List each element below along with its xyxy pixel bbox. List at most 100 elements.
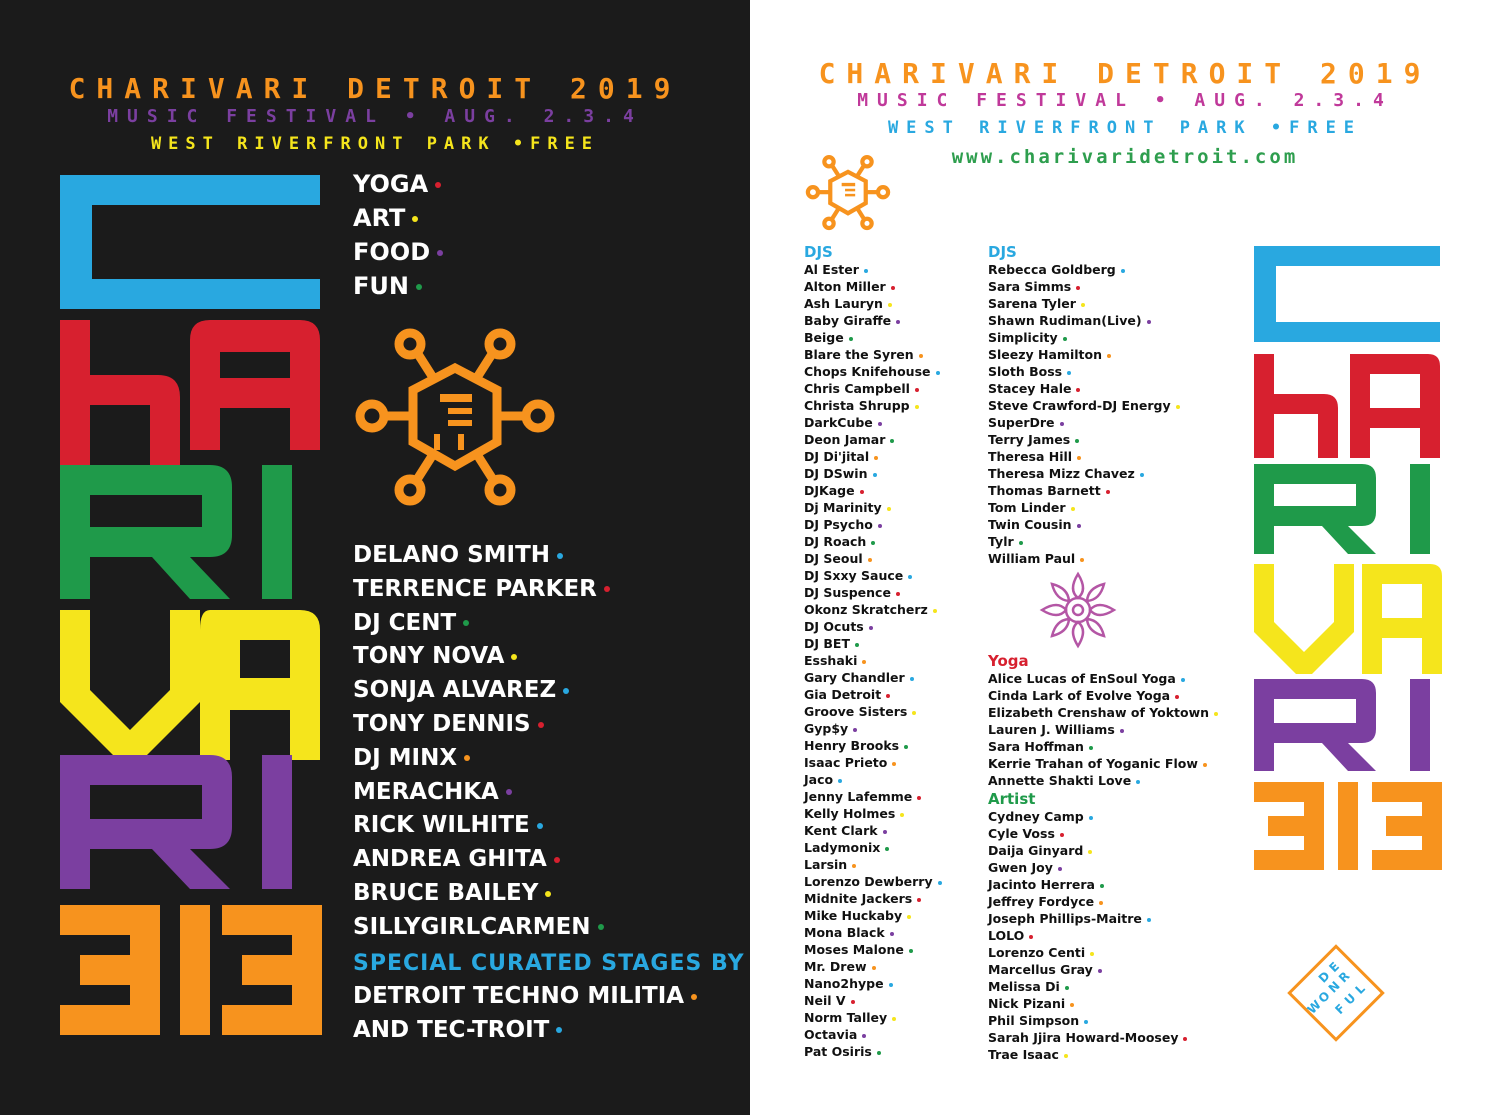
lineup-item-label: DJ BET xyxy=(804,636,850,651)
lineup-item-label: Gia Detroit xyxy=(804,687,882,702)
lineup-item-label: Sarena Tyler xyxy=(988,296,1076,311)
wordmark-row-va-right xyxy=(1254,564,1442,674)
lineup-item: DJ Seoul xyxy=(804,551,872,566)
lineup-item: Midnite Jackers xyxy=(804,891,922,906)
bullet-dot-icon xyxy=(1018,540,1023,545)
bullet-dot-icon xyxy=(862,1033,867,1038)
bullet-dot-icon xyxy=(871,540,876,545)
activity-item: FOOD xyxy=(353,238,444,266)
lotus-mandala-icon xyxy=(1039,571,1117,649)
lineup-item: Isaac Prieto xyxy=(804,755,897,770)
lineup-item-label: Gyp$y xyxy=(804,721,849,736)
bullet-dot-icon xyxy=(890,438,895,443)
lineup-item: Larsin xyxy=(804,857,857,872)
bullet-dot-icon xyxy=(886,693,891,698)
bullet-dot-icon xyxy=(1106,353,1111,358)
lineup-item: Lorenzo Centi xyxy=(988,945,1095,960)
bullet-dot-icon xyxy=(900,812,905,817)
festival-subtitle: MUSIC FESTIVAL • AUG. 2.3.4 xyxy=(107,106,643,127)
yoga-heading: Yoga xyxy=(988,652,1029,670)
bullet-dot-icon xyxy=(914,387,919,392)
lineup-item: DarkCube xyxy=(804,415,882,430)
bullet-dot-icon xyxy=(553,856,560,863)
lineup-item-label: Sara Hoffman xyxy=(988,739,1084,754)
lineup-item: Stacey Hale xyxy=(988,381,1081,396)
lineup-item-label: Christa Shrupp xyxy=(804,398,910,413)
lineup-item-label: Lorenzo Centi xyxy=(988,945,1086,960)
bullet-dot-icon xyxy=(1105,489,1110,494)
headliner-item-label: MERACHKA xyxy=(353,778,499,805)
bullet-dot-icon xyxy=(412,216,419,222)
lineup-item-label: Trae Isaac xyxy=(988,1047,1059,1062)
lineup-item-label: Alice Lucas of EnSoul Yoga xyxy=(988,671,1176,686)
wordmark-row-313 xyxy=(60,905,322,1035)
lineup-item-label: Norm Talley xyxy=(804,1010,888,1025)
festival-location-right: WEST RIVERFRONT PARK •FREE xyxy=(887,118,1363,138)
lineup-item-label: Gwen Joy xyxy=(988,860,1053,875)
bullet-dot-icon xyxy=(1146,917,1151,922)
headliner-item: DJ MINX xyxy=(353,745,471,771)
lineup-item-label: DJKage xyxy=(804,483,855,498)
bullet-dot-icon xyxy=(1183,1036,1188,1041)
bullet-dot-icon xyxy=(1062,336,1067,341)
bullet-dot-icon xyxy=(854,642,859,647)
lineup-item-label: Esshaki xyxy=(804,653,858,668)
activity-item-label: ART xyxy=(353,204,406,232)
bullet-dot-icon xyxy=(537,721,544,728)
djs-heading-2: DJS xyxy=(988,243,1017,261)
wordmark-row-c xyxy=(60,175,320,309)
bullet-dot-icon xyxy=(1088,745,1093,750)
lineup-item: Sara Simms xyxy=(988,279,1081,294)
bullet-dot-icon xyxy=(415,284,422,290)
bullet-dot-icon xyxy=(907,914,912,919)
special-stage-item-label: DETROIT TECHNO MILITIA xyxy=(353,983,685,1009)
activity-item: YOGA xyxy=(353,170,442,198)
lineup-item: DJ DSwin xyxy=(804,466,877,481)
bullet-dot-icon xyxy=(1119,728,1124,733)
lineup-item: Annette Shakti Love xyxy=(988,773,1141,788)
lineup-item: Al Ester xyxy=(804,262,868,277)
bullet-dot-icon xyxy=(914,404,919,409)
bullet-dot-icon xyxy=(917,795,922,800)
bullet-dot-icon xyxy=(1214,711,1219,716)
lineup-item: Mike Huckaby xyxy=(804,908,912,923)
bullet-dot-icon xyxy=(1139,472,1144,477)
lineup-item-label: SuperDre xyxy=(988,415,1055,430)
lineup-item: Tom Linder xyxy=(988,500,1075,515)
lineup-item-label: Al Ester xyxy=(804,262,859,277)
lineup-item: William Paul xyxy=(988,551,1085,566)
bullet-dot-icon xyxy=(871,965,876,970)
lineup-item-label: Nano2hype xyxy=(804,976,884,991)
bullet-dot-icon xyxy=(908,574,913,579)
headliner-item: SONJA ALVAREZ xyxy=(353,677,570,703)
lineup-item-label: Sloth Boss xyxy=(988,364,1063,379)
lineup-item: Theresa Mizz Chavez xyxy=(988,466,1144,481)
lineup-item: Ash Lauryn xyxy=(804,296,892,311)
festival-url[interactable]: www.charivaridetroit.com xyxy=(951,146,1299,168)
bullet-dot-icon xyxy=(1070,506,1075,511)
lineup-item: DJ Ocuts xyxy=(804,619,873,634)
lineup-item-label: Ash Lauryn xyxy=(804,296,883,311)
lineup-item-label: DJ Sxxy Sauce xyxy=(804,568,904,583)
special-stages-label: SPECIAL CURATED STAGES BY xyxy=(353,951,745,976)
lineup-item: Thomas Barnett xyxy=(988,483,1110,498)
lineup-item: Alton Miller xyxy=(804,279,895,294)
lineup-item: Okonz Skratcherz xyxy=(804,602,937,617)
headliner-item: TONY NOVA xyxy=(353,643,518,669)
lineup-item-label: DJ Ocuts xyxy=(804,619,864,634)
lineup-item: Simplicity xyxy=(988,330,1067,345)
headliner-item-label: TERRENCE PARKER xyxy=(353,575,597,602)
lineup-item: Cyle Voss xyxy=(988,826,1064,841)
bullet-dot-icon xyxy=(1063,1053,1068,1058)
bullet-dot-icon xyxy=(1084,1019,1089,1024)
djs-heading-1: DJS xyxy=(804,243,833,261)
wordmark-row-va xyxy=(60,610,320,760)
bullet-dot-icon xyxy=(1059,832,1064,837)
lineup-item-label: Chops Knifehouse xyxy=(804,364,931,379)
bullet-dot-icon xyxy=(511,653,518,660)
lineup-item: Ladymonix xyxy=(804,840,890,855)
lineup-item-label: William Paul xyxy=(988,551,1076,566)
bullet-dot-icon xyxy=(1090,951,1095,956)
lineup-item-label: Tom Linder xyxy=(988,500,1066,515)
bullet-dot-icon xyxy=(912,710,917,715)
